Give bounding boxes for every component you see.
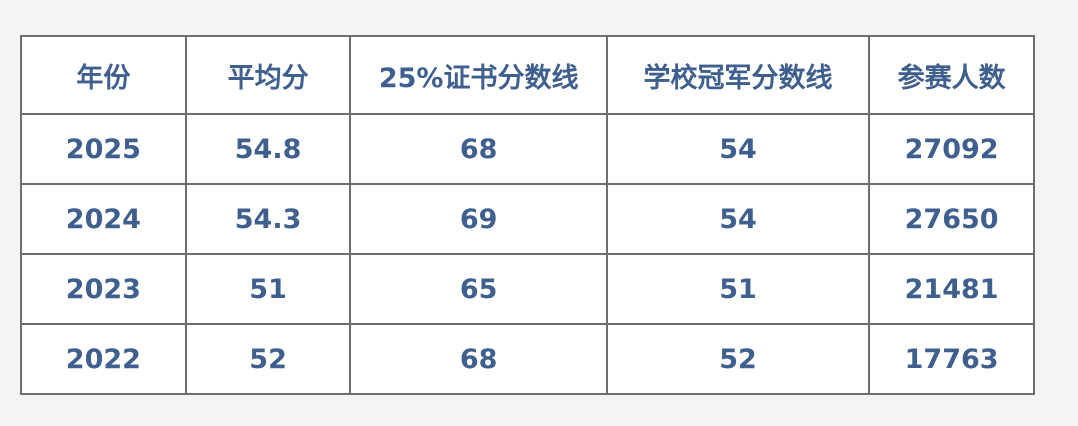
- cell-average: 51: [184, 253, 352, 325]
- table-row: 2023 51 65 51 21481: [20, 253, 1035, 325]
- cell-participants: 27650: [868, 183, 1035, 255]
- score-table: 年份 平均分 25%证书分数线 学校冠军分数线 参赛人数 2025 54.8 68 5…: [20, 35, 1035, 395]
- cell-certificate-cutoff: 65: [349, 253, 608, 325]
- table-row: 2025 54.8 68 54 27092: [20, 113, 1035, 185]
- cell-participants: 27092: [868, 113, 1035, 185]
- cell-school-champion-cutoff: 51: [605, 253, 871, 325]
- header-average: 平均分: [184, 35, 352, 115]
- header-row: 年份 平均分 25%证书分数线 学校冠军分数线 参赛人数: [20, 35, 1035, 115]
- table-row: 2024 54.3 69 54 27650: [20, 183, 1035, 255]
- cell-year: 2023: [20, 253, 187, 325]
- cell-year: 2025: [20, 113, 187, 185]
- header-certificate-cutoff: 25%证书分数线: [349, 35, 608, 115]
- cell-certificate-cutoff: 69: [349, 183, 608, 255]
- cell-participants: 17763: [868, 323, 1035, 395]
- cell-average: 54.3: [184, 183, 352, 255]
- cell-school-champion-cutoff: 54: [605, 113, 871, 185]
- header-year: 年份: [20, 35, 187, 115]
- cell-certificate-cutoff: 68: [349, 323, 608, 395]
- header-participants: 参赛人数: [868, 35, 1035, 115]
- cell-average: 52: [184, 323, 352, 395]
- cell-school-champion-cutoff: 52: [605, 323, 871, 395]
- cell-year: 2024: [20, 183, 187, 255]
- cell-participants: 21481: [868, 253, 1035, 325]
- cell-certificate-cutoff: 68: [349, 113, 608, 185]
- table-row: 2022 52 68 52 17763: [20, 323, 1035, 395]
- header-school-champion-cutoff: 学校冠军分数线: [605, 35, 871, 115]
- cell-school-champion-cutoff: 54: [605, 183, 871, 255]
- cell-year: 2022: [20, 323, 187, 395]
- cell-average: 54.8: [184, 113, 352, 185]
